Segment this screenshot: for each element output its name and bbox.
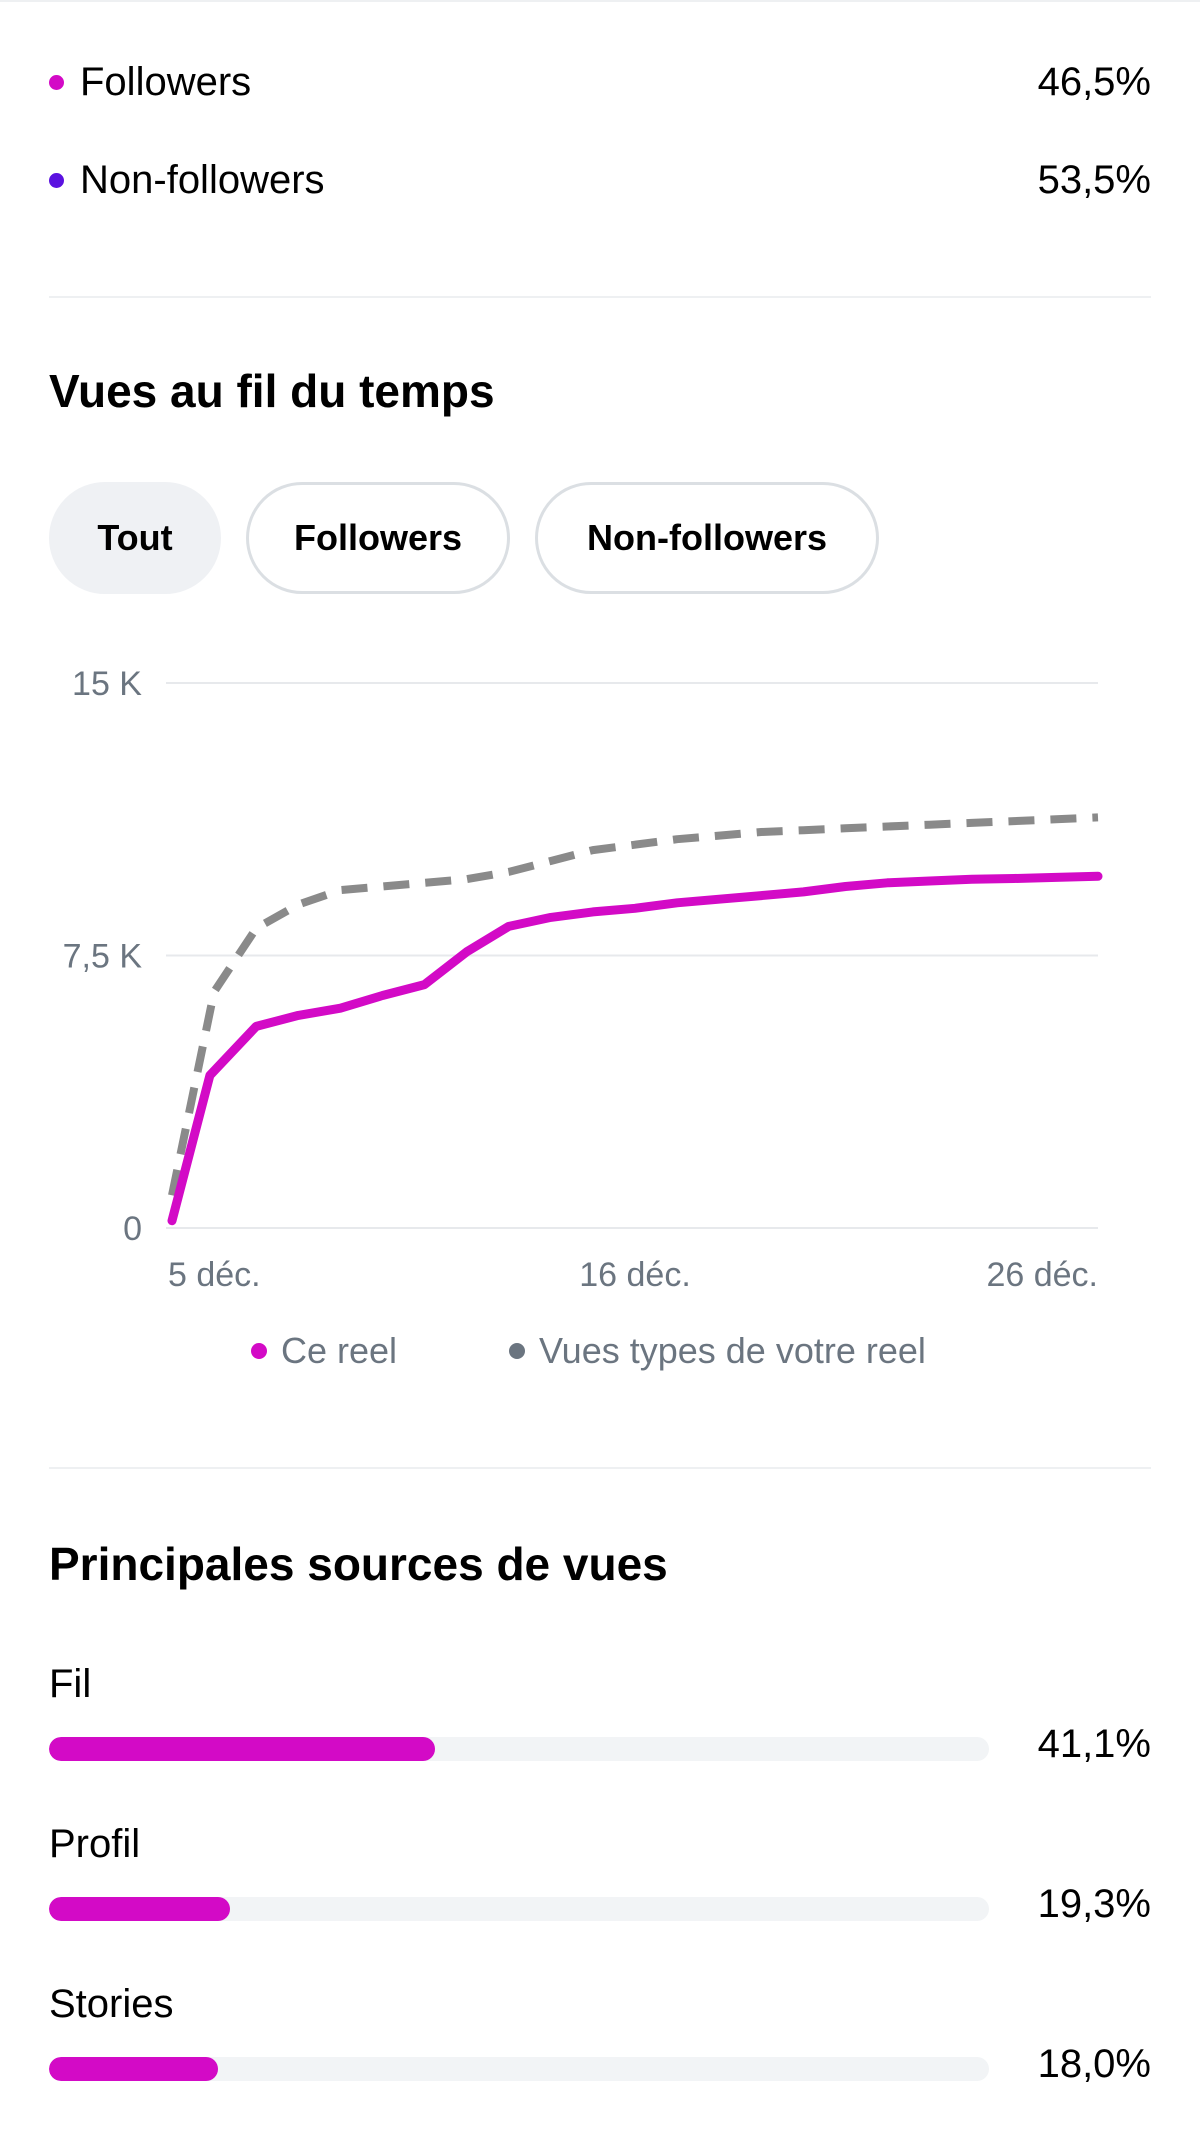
source-label: Fil — [49, 1662, 92, 1706]
this-reel-dot-icon — [251, 1343, 267, 1359]
followers-dot-icon — [49, 74, 64, 90]
source-bar-track — [49, 1897, 989, 1921]
audience-filter-tabs: Tout Followers Non-followers — [49, 482, 904, 594]
source-value: 41,1% — [1037, 1722, 1151, 1766]
source-bar-fill — [49, 1897, 230, 1921]
source-value: 19,3% — [1037, 1882, 1151, 1926]
views-over-time-title: Vues au fil du temps — [49, 365, 495, 417]
audience-value: 53,5% — [1037, 157, 1151, 202]
views-line-chart: 0 7,5 K 15 K 5 déc. 16 déc. 26 déc. — [63, 665, 1103, 1294]
x-tick-label: 26 déc. — [986, 1256, 1098, 1294]
source-label: Profil — [49, 1822, 141, 1866]
top-sources-title: Principales sources de vues — [49, 1538, 668, 1590]
section-divider — [49, 1467, 1151, 1469]
chart-y-tick-labels: 0 7,5 K 15 K — [63, 665, 143, 1248]
legend-label-this-reel: Ce reel — [281, 1330, 398, 1371]
non-followers-dot-icon — [49, 172, 64, 188]
source-bar-track — [49, 1737, 989, 1761]
y-tick-label: 0 — [123, 1210, 142, 1248]
legend-item-this-reel: Ce reel — [251, 1326, 397, 1376]
source-bar-fill — [49, 1737, 435, 1761]
audience-value: 46,5% — [1037, 59, 1151, 104]
chart-legend: Ce reel Vues types de votre reel — [0, 1326, 1200, 1376]
source-bar-fill — [49, 2057, 218, 2081]
series-line-typical-views — [168, 813, 1099, 1197]
legend-label-typical-views: Vues types de votre reel — [539, 1330, 926, 1371]
y-tick-label: 15 K — [72, 665, 142, 703]
audience-label: Non-followers — [80, 157, 325, 202]
source-label: Stories — [49, 1982, 174, 2026]
tab-non-followers[interactable]: Non-followers — [535, 482, 879, 594]
x-tick-label: 5 déc. — [168, 1256, 261, 1294]
tab-all[interactable]: Tout — [49, 482, 221, 594]
y-tick-label: 7,5 K — [63, 938, 143, 976]
series-line-this-reel — [167, 871, 1103, 1226]
source-value: 18,0% — [1037, 2042, 1151, 2086]
chart-gridlines — [166, 682, 1098, 1229]
audience-label-group: Followers — [49, 60, 251, 105]
source-row-profile: Profil 19,3% — [49, 1822, 1151, 1972]
typical-views-dot-icon — [509, 1343, 525, 1359]
top-edge — [0, 0, 1200, 2]
chart-series — [167, 813, 1103, 1226]
audience-row-non-followers: Non-followers 53,5% — [49, 150, 1151, 210]
source-bar-track — [49, 2057, 989, 2081]
x-tick-label: 16 déc. — [579, 1256, 691, 1294]
source-row-stories: Stories 18,0% — [49, 1982, 1151, 2132]
tab-followers[interactable]: Followers — [246, 482, 510, 594]
audience-row-followers: Followers 46,5% — [49, 52, 1151, 112]
chart-x-tick-labels: 5 déc. 16 déc. 26 déc. — [168, 1256, 1098, 1294]
legend-item-typical-views: Vues types de votre reel — [509, 1326, 926, 1376]
section-divider — [49, 296, 1151, 298]
source-row-feed: Fil 41,1% — [49, 1662, 1151, 1812]
audience-label-group: Non-followers — [49, 158, 325, 203]
audience-label: Followers — [80, 59, 252, 104]
